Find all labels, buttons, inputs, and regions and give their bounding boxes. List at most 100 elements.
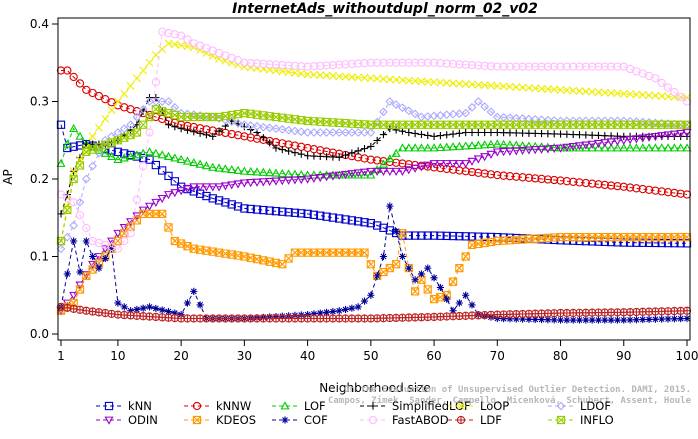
data-point	[486, 139, 496, 148]
data-point	[290, 208, 300, 217]
data-point	[663, 188, 673, 197]
data-point	[233, 202, 243, 211]
data-point	[366, 219, 375, 228]
data-point	[158, 209, 167, 219]
data-point	[378, 167, 389, 176]
data-point	[442, 231, 451, 241]
data-point	[606, 138, 616, 147]
data-point	[556, 401, 566, 411]
data-point	[334, 128, 344, 137]
data-point	[158, 166, 167, 175]
data-point	[410, 164, 420, 173]
y-tick-label: 0.1	[30, 250, 49, 264]
legend-label: LoOP	[480, 399, 509, 413]
data-point	[138, 104, 148, 114]
data-point	[120, 303, 128, 311]
data-point	[328, 71, 337, 80]
data-point	[56, 236, 66, 246]
data-point	[176, 187, 186, 196]
data-point	[670, 315, 678, 323]
data-point	[556, 415, 566, 425]
data-point	[569, 130, 577, 139]
data-point	[492, 139, 502, 148]
data-point	[158, 27, 167, 36]
data-point	[575, 316, 584, 324]
data-point	[176, 154, 186, 164]
data-point	[397, 143, 407, 152]
data-point	[246, 133, 255, 142]
data-point	[62, 139, 72, 148]
data-point	[563, 316, 571, 324]
data-point	[486, 170, 496, 179]
data-point	[75, 131, 85, 140]
data-point	[581, 141, 591, 150]
data-point	[278, 60, 287, 70]
data-point	[113, 229, 123, 238]
legend-item-ldof: LDOF	[548, 399, 611, 413]
data-point	[392, 75, 401, 84]
data-point	[588, 179, 597, 188]
data-point	[550, 85, 559, 94]
data-point	[391, 260, 401, 269]
data-point	[518, 146, 528, 156]
data-point	[601, 132, 609, 140]
data-point	[366, 170, 376, 179]
data-point	[644, 238, 654, 248]
data-point	[467, 232, 477, 241]
data-point	[410, 143, 420, 152]
data-point	[448, 231, 458, 241]
data-point	[600, 180, 609, 190]
data-point	[423, 143, 433, 152]
data-point	[669, 130, 679, 139]
data-point	[192, 401, 202, 411]
data-point	[335, 72, 344, 81]
data-point	[151, 160, 160, 170]
data-point	[177, 125, 185, 133]
data-point	[280, 401, 290, 410]
data-point	[309, 62, 319, 71]
data-point	[468, 128, 476, 137]
data-point	[499, 82, 508, 91]
data-point	[550, 130, 558, 138]
data-point	[467, 140, 477, 150]
data-point	[309, 70, 318, 79]
data-point	[524, 141, 534, 150]
series-ldof	[56, 97, 692, 254]
data-point	[259, 205, 268, 215]
data-point	[335, 60, 344, 69]
data-point	[145, 303, 154, 311]
data-point	[316, 61, 325, 70]
data-point	[119, 153, 129, 162]
data-point	[119, 124, 129, 134]
data-point	[562, 177, 572, 186]
data-point	[341, 151, 350, 159]
data-point	[455, 299, 463, 307]
data-point	[398, 58, 407, 67]
data-point	[664, 92, 673, 101]
data-point	[278, 207, 287, 216]
data-point	[386, 202, 394, 210]
data-point	[303, 209, 312, 219]
data-point	[663, 131, 673, 140]
data-point	[391, 167, 401, 176]
data-point	[252, 59, 262, 68]
data-point	[398, 252, 407, 261]
legend-label: ODIN	[128, 413, 158, 427]
legend-item-kdeos: KDEOS	[184, 413, 256, 427]
data-point	[581, 87, 590, 96]
data-point	[69, 221, 79, 230]
data-point	[164, 28, 173, 38]
data-point	[359, 168, 370, 177]
data-point	[443, 131, 451, 139]
data-point	[360, 248, 369, 257]
data-point	[56, 66, 66, 75]
data-point	[310, 152, 318, 160]
data-point	[163, 151, 174, 160]
data-point	[309, 128, 319, 137]
data-point	[531, 129, 539, 138]
data-point	[252, 167, 262, 176]
data-point	[107, 151, 117, 160]
data-point	[467, 60, 477, 70]
data-point	[619, 136, 629, 145]
data-point	[455, 79, 464, 88]
